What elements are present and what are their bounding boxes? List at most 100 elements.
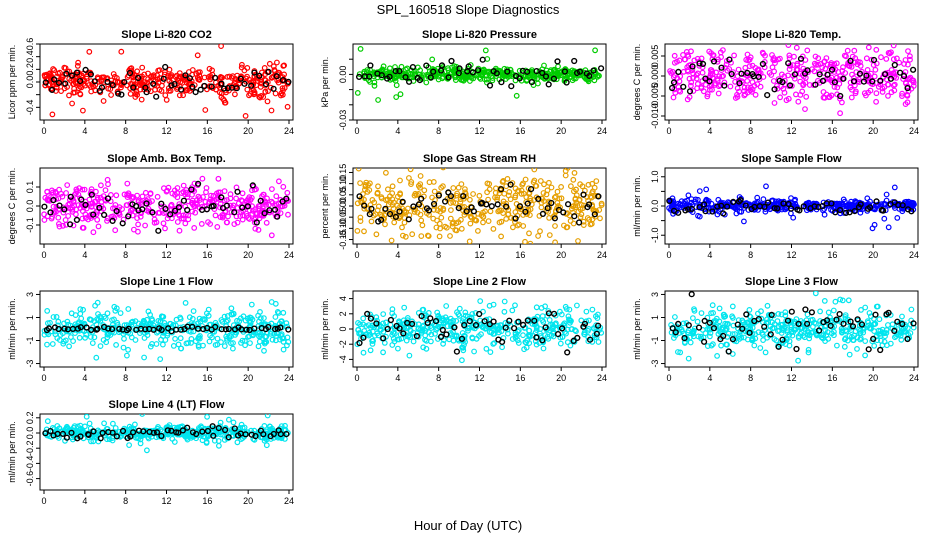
data-point	[867, 325, 874, 332]
data-point	[844, 47, 851, 54]
data-point	[564, 339, 571, 346]
data-point-black	[256, 72, 263, 79]
data-point	[522, 238, 528, 244]
data-point	[130, 426, 137, 432]
data-point-black	[689, 63, 696, 70]
data-point	[176, 227, 183, 234]
data-point	[420, 344, 427, 351]
data-point	[458, 216, 464, 223]
data-point	[185, 69, 192, 75]
data-point	[693, 75, 700, 82]
data-point	[263, 219, 270, 226]
data-point	[440, 183, 446, 190]
data-point-black	[539, 69, 546, 77]
data-point	[406, 352, 413, 359]
data-point	[94, 216, 101, 223]
data-point	[399, 224, 405, 231]
data-point	[177, 345, 184, 352]
data-point	[229, 345, 236, 352]
data-point	[162, 225, 168, 232]
y-tick-label: -3	[650, 360, 660, 368]
data-point	[200, 342, 206, 349]
data-point	[747, 323, 753, 329]
data-point	[153, 341, 160, 347]
data-point	[100, 98, 107, 104]
data-point	[431, 188, 438, 195]
data-point-black	[851, 208, 858, 215]
data-point-black	[463, 208, 470, 215]
data-point	[905, 61, 911, 68]
x-tick-label: 0	[41, 126, 46, 136]
x-tick-label: 16	[515, 126, 525, 136]
data-point-black	[519, 321, 527, 329]
data-point-black	[470, 208, 478, 215]
data-point-black	[448, 57, 455, 65]
data-point-black	[142, 326, 149, 333]
data-point	[268, 320, 275, 327]
data-point-black	[857, 201, 864, 208]
data-point	[850, 203, 857, 209]
data-point	[77, 306, 84, 313]
x-tick-label: 24	[909, 250, 919, 260]
data-point-black	[77, 324, 84, 331]
data-point	[824, 61, 831, 68]
data-point	[71, 89, 78, 96]
data-point-black	[734, 321, 741, 328]
x-tick-label: 12	[474, 126, 484, 136]
data-point	[172, 335, 179, 342]
data-point-black	[779, 78, 786, 86]
data-point	[834, 342, 840, 349]
data-point	[885, 92, 891, 99]
data-point	[710, 341, 716, 348]
data-point	[781, 73, 788, 80]
data-point	[58, 88, 64, 94]
data-point	[842, 316, 849, 322]
data-point	[280, 346, 287, 353]
x-tick-label: 0	[354, 250, 359, 260]
data-point-black	[686, 88, 694, 95]
data-point	[145, 435, 152, 442]
data-point	[799, 88, 806, 95]
data-point-black	[563, 79, 570, 86]
data-point	[898, 336, 905, 343]
x-tick-label: 24	[284, 126, 294, 136]
data-point	[869, 225, 876, 232]
data-point-black	[558, 325, 566, 332]
x-tick-label: 20	[556, 373, 566, 383]
data-point	[482, 208, 488, 215]
data-point	[513, 92, 520, 99]
y-tick-label: 0.0	[650, 200, 660, 213]
data-point	[570, 220, 577, 227]
data-point	[791, 327, 798, 333]
data-point	[81, 186, 88, 193]
data-point	[535, 80, 541, 87]
data-point-black	[840, 75, 847, 82]
data-point	[523, 339, 529, 346]
data-point	[680, 320, 687, 327]
data-point	[263, 339, 270, 345]
x-tick-label: 0	[354, 126, 359, 136]
data-point	[157, 356, 164, 363]
y-tick-label: 0.0	[25, 76, 35, 89]
data-point-black	[786, 82, 794, 89]
x-tick-label: 4	[395, 250, 400, 260]
data-point	[230, 202, 237, 209]
data-point	[718, 342, 724, 349]
data-point	[141, 71, 148, 78]
data-point	[139, 64, 146, 71]
data-point	[449, 223, 456, 230]
data-point	[124, 180, 131, 187]
data-point-black	[860, 78, 868, 85]
data-point-black	[904, 84, 911, 92]
data-point-black	[879, 207, 887, 214]
data-point	[128, 334, 135, 341]
data-point-black	[130, 84, 137, 91]
data-point	[820, 94, 827, 101]
data-point	[127, 90, 134, 97]
data-point	[44, 308, 51, 314]
data-point-black	[380, 335, 387, 342]
data-point	[356, 71, 363, 77]
data-point	[785, 44, 792, 48]
